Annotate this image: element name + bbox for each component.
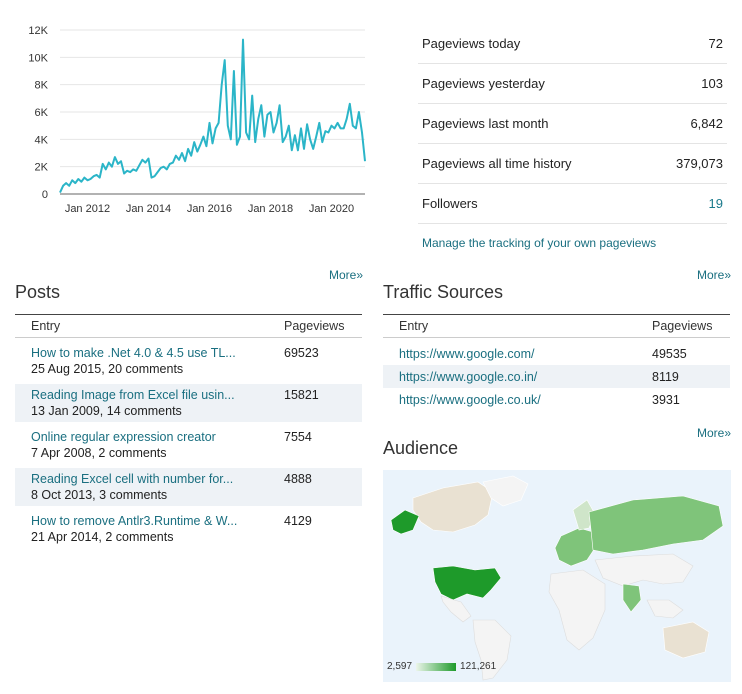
traffic-title: Traffic Sources xyxy=(383,282,504,302)
legend-max: 121,261 xyxy=(460,661,497,672)
post-row: Reading Image from Excel file usin... 13 … xyxy=(15,384,362,422)
x-tick-label: Jan 2020 xyxy=(309,203,354,215)
stats-panel: Pageviews today 72 Pageviews yesterday 1… xyxy=(418,24,727,250)
stat-followers-label: Followers xyxy=(422,196,478,211)
map-south-america xyxy=(472,619,512,681)
post-meta: 25 Aug 2015, 20 comments xyxy=(31,362,184,376)
y-tick-label: 2K xyxy=(35,162,49,174)
traffic-pageviews: 8119 xyxy=(652,369,679,384)
traffic-col-entry: Entry xyxy=(399,319,429,333)
traffic-pageviews: 3931 xyxy=(652,392,680,407)
post-pageviews: 7554 xyxy=(284,430,312,444)
stat-yesterday: Pageviews yesterday 103 xyxy=(418,64,727,104)
pageviews-chart: 0 2K 4K 6K 8K 10K 12K Jan 2012 Jan 2014 Jan 2016 J… xyxy=(28,25,366,215)
post-pageviews: 69523 xyxy=(284,346,319,360)
post-row: Online regular expression creator 7 Apr 2… xyxy=(15,426,362,464)
stat-all-time: Pageviews all time history 379,073 xyxy=(418,144,727,184)
post-title-link[interactable]: Reading Excel cell with number for... xyxy=(31,472,234,486)
y-tick-label: 4K xyxy=(35,134,49,146)
post-pageviews: 4129 xyxy=(284,514,312,528)
y-tick-label: 0 xyxy=(42,189,48,201)
traffic-row: https://www.google.co.in/8119 xyxy=(383,365,730,388)
audience-world-map[interactable] xyxy=(383,470,731,682)
traffic-source-link[interactable]: https://www.google.co.uk/ xyxy=(399,392,541,407)
posts-table-header: Entry Pageviews xyxy=(15,314,362,338)
traffic-row: https://www.google.com/49535 xyxy=(383,342,730,365)
post-entry: Reading Excel cell with number for... 8 O… xyxy=(31,471,284,503)
stat-yesterday-label: Pageviews yesterday xyxy=(422,76,545,91)
post-meta: 7 Apr 2008, 2 comments xyxy=(31,446,167,460)
posts-title: Posts xyxy=(15,282,61,302)
post-row: Reading Excel cell with number for... 8 O… xyxy=(15,468,362,506)
map-mexico xyxy=(440,595,472,623)
stat-last-month-value: 6,842 xyxy=(690,116,723,131)
audience-title: Audience xyxy=(383,438,459,458)
followers-link[interactable]: 19 xyxy=(708,196,723,211)
legend-min: 2,597 xyxy=(387,661,413,672)
map-alaska xyxy=(390,509,420,535)
y-tick-label: 10K xyxy=(28,52,48,64)
legend-gradient xyxy=(416,662,457,671)
post-meta: 8 Oct 2013, 3 comments xyxy=(31,488,168,502)
post-entry: How to make .Net 4.0 & 4.5 use TL... 25 A… xyxy=(31,345,284,377)
map-india xyxy=(622,583,642,613)
posts-more-link[interactable]: More» xyxy=(329,268,364,282)
stat-all-time-label: Pageviews all time history xyxy=(422,156,572,171)
post-title-link[interactable]: How to remove Antlr3.Runtime & W... xyxy=(31,514,238,528)
map-africa xyxy=(548,569,606,651)
traffic-more-link[interactable]: More» xyxy=(697,268,732,282)
traffic-table-header: Entry Pageviews xyxy=(383,314,730,338)
posts-col-pageviews: Pageviews xyxy=(284,319,345,333)
traffic-col-pageviews: Pageviews xyxy=(652,319,713,333)
traffic-source-link[interactable]: https://www.google.co.in/ xyxy=(399,369,538,384)
post-title-link[interactable]: Online regular expression creator xyxy=(31,430,216,444)
post-entry: Reading Image from Excel file usin... 13 … xyxy=(31,387,284,419)
manage-tracking-link[interactable]: Manage the tracking of your own pageview… xyxy=(422,236,657,250)
traffic-pageviews: 49535 xyxy=(652,346,687,361)
post-row: How to remove Antlr3.Runtime & W... 21 Ap… xyxy=(15,510,362,548)
map-russia xyxy=(588,495,724,555)
traffic-source-link[interactable]: https://www.google.com/ xyxy=(399,346,535,361)
x-tick-label: Jan 2012 xyxy=(65,203,110,215)
map-asia xyxy=(594,553,694,587)
traffic-row: https://www.google.co.uk/3931 xyxy=(383,388,730,411)
post-title-link[interactable]: How to make .Net 4.0 & 4.5 use TL... xyxy=(31,346,236,360)
post-meta: 21 Apr 2014, 2 comments xyxy=(31,530,174,544)
post-entry: How to remove Antlr3.Runtime & W... 21 Ap… xyxy=(31,513,284,545)
post-meta: 13 Jan 2009, 14 comments xyxy=(31,404,182,418)
stat-last-month-label: Pageviews last month xyxy=(422,116,549,131)
x-tick-label: Jan 2016 xyxy=(187,203,232,215)
map-se-asia xyxy=(646,599,684,619)
x-tick-label: Jan 2018 xyxy=(248,203,293,215)
stat-today-label: Pageviews today xyxy=(422,36,521,51)
post-entry: Online regular expression creator 7 Apr 2… xyxy=(31,429,284,461)
stat-yesterday-value: 103 xyxy=(701,76,723,91)
stat-today: Pageviews today 72 xyxy=(418,24,727,64)
post-pageviews: 4888 xyxy=(284,472,312,486)
map-greenland xyxy=(482,475,529,507)
audience-more-link[interactable]: More» xyxy=(697,426,732,440)
map-usa xyxy=(432,565,502,601)
stat-today-value: 72 xyxy=(708,36,723,51)
stat-all-time-value: 379,073 xyxy=(676,156,723,171)
map-australia xyxy=(662,621,710,659)
map-legend: 2,597 121,261 xyxy=(387,661,496,672)
post-row: How to make .Net 4.0 & 4.5 use TL... 25 A… xyxy=(15,342,362,380)
posts-col-entry: Entry xyxy=(31,319,61,333)
x-tick-label: Jan 2014 xyxy=(126,203,171,215)
y-tick-label: 12K xyxy=(28,25,48,37)
post-pageviews: 15821 xyxy=(284,388,319,402)
stat-followers: Followers 19 xyxy=(418,184,727,224)
y-tick-label: 8K xyxy=(35,80,49,92)
y-tick-label: 6K xyxy=(35,107,49,119)
stat-last-month: Pageviews last month 6,842 xyxy=(418,104,727,144)
posts-table: Entry Pageviews How to make .Net 4.0 & 4… xyxy=(15,314,362,548)
traffic-table: Entry Pageviews https://www.google.com/4… xyxy=(383,314,730,411)
post-title-link[interactable]: Reading Image from Excel file usin... xyxy=(31,388,235,402)
chart-series-line xyxy=(59,38,366,194)
